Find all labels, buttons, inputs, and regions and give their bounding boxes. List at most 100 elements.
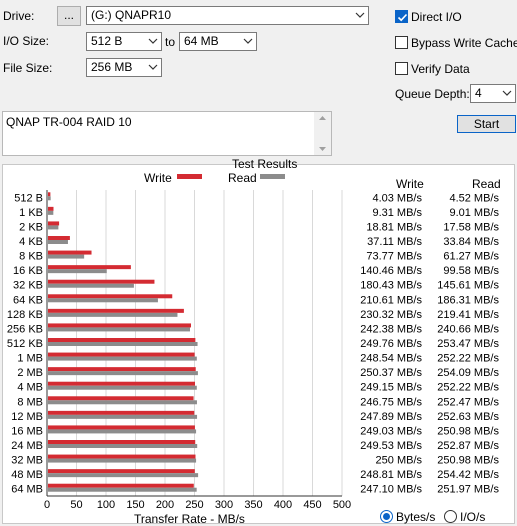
- category-label: 8 MB: [17, 396, 43, 408]
- file-size-label: File Size:: [3, 61, 53, 75]
- read-bar: [48, 283, 134, 288]
- to-label: to: [165, 35, 176, 49]
- io-size-label: I/O Size:: [3, 34, 50, 48]
- write-value: 249.15 MB/s: [360, 382, 422, 394]
- write-bar: [48, 279, 155, 284]
- notes-scrollbar[interactable]: [314, 112, 331, 155]
- read-value: 186.31 MB/s: [437, 294, 499, 306]
- checkmark-icon: [397, 13, 408, 22]
- chevron-down-icon: [243, 38, 253, 44]
- category-label: 16 KB: [13, 265, 43, 277]
- notes-textarea[interactable]: QNAP TR-004 RAID 10: [2, 111, 332, 156]
- read-bar: [48, 298, 158, 303]
- write-value: 73.77 MB/s: [366, 251, 422, 263]
- write-bar: [48, 265, 131, 270]
- read-value: 4.52 MB/s: [449, 192, 499, 204]
- write-value: 210.61 MB/s: [360, 294, 422, 306]
- notes-text: QNAP TR-004 RAID 10: [6, 115, 132, 129]
- read-value: 219.41 MB/s: [437, 309, 499, 321]
- queue-depth-select[interactable]: 4: [470, 84, 516, 103]
- read-bar: [48, 458, 197, 463]
- write-bar: [48, 396, 194, 401]
- start-button[interactable]: Start: [457, 115, 516, 133]
- write-bar: [48, 367, 196, 372]
- category-label: 4 KB: [19, 236, 43, 248]
- category-label: 512 KB: [7, 338, 43, 350]
- legend-read-label: Read: [228, 171, 257, 185]
- units-io-radio[interactable]: [444, 510, 457, 523]
- read-bar: [48, 225, 59, 230]
- file-size-value: 256 MB: [91, 60, 133, 74]
- category-label: 4 MB: [17, 382, 43, 394]
- write-value: 247.10 MB/s: [360, 484, 422, 496]
- read-value: 250.98 MB/s: [437, 425, 499, 437]
- read-value: 252.47 MB/s: [437, 396, 499, 408]
- write-bar: [48, 425, 195, 430]
- x-tick-label: 500: [333, 499, 351, 511]
- write-bar: [48, 236, 70, 240]
- read-value: 253.47 MB/s: [437, 338, 499, 350]
- category-label: 1 KB: [19, 207, 43, 219]
- write-bar: [48, 206, 54, 211]
- read-bar: [48, 356, 197, 361]
- scroll-arrows-icon: [319, 116, 326, 151]
- read-value: 250.98 MB/s: [437, 455, 499, 467]
- write-bar: [48, 323, 192, 328]
- write-bar: [48, 221, 60, 226]
- read-bar: [48, 312, 178, 317]
- write-bar: [48, 338, 196, 342]
- category-label: 24 MB: [11, 440, 43, 452]
- write-bar: [48, 440, 196, 444]
- browse-button[interactable]: ...: [57, 6, 81, 26]
- read-value: 99.58 MB/s: [443, 265, 499, 277]
- write-value: 247.89 MB/s: [360, 411, 422, 423]
- legend-write-swatch: [177, 174, 202, 179]
- queue-depth-value: 4: [475, 86, 482, 100]
- verify-data-checkbox[interactable]: [395, 62, 408, 75]
- read-bar: [48, 400, 197, 405]
- chevron-down-icon: [148, 38, 158, 44]
- category-label: 1 MB: [17, 353, 43, 365]
- category-label: 64 MB: [11, 484, 43, 496]
- category-label: 32 MB: [11, 455, 43, 467]
- io-to-value: 64 MB: [184, 34, 219, 48]
- chevron-down-icon: [502, 90, 512, 96]
- category-label: 128 KB: [7, 309, 43, 321]
- write-bar: [48, 454, 196, 459]
- legend-write-label: Write: [144, 171, 172, 185]
- write-value: 140.46 MB/s: [360, 265, 422, 277]
- file-size-select[interactable]: 256 MB: [86, 58, 162, 77]
- direct-io-checkbox[interactable]: [395, 10, 408, 23]
- write-bar: [48, 410, 195, 415]
- read-value: 240.66 MB/s: [437, 323, 499, 335]
- drive-label: Drive:: [3, 9, 35, 23]
- x-tick-label: 400: [274, 499, 292, 511]
- read-value: 145.61 MB/s: [437, 280, 499, 292]
- write-value: 230.32 MB/s: [360, 309, 422, 321]
- chevron-down-icon: [148, 64, 158, 70]
- write-bar: [48, 250, 92, 255]
- drive-select[interactable]: (G:) QNAPR10: [86, 6, 369, 25]
- x-tick-label: 100: [97, 499, 115, 511]
- write-bar: [48, 192, 51, 197]
- category-label: 12 MB: [11, 411, 43, 423]
- category-label: 512 B: [14, 192, 43, 204]
- write-value: 249.03 MB/s: [360, 425, 422, 437]
- category-label: 16 MB: [11, 425, 43, 437]
- units-bytes-radio[interactable]: [380, 510, 393, 523]
- io-size-to-select[interactable]: 64 MB: [179, 32, 257, 51]
- io-size-from-select[interactable]: 512 B: [86, 32, 162, 51]
- write-value: 18.81 MB/s: [366, 221, 422, 233]
- write-bar: [48, 381, 195, 386]
- read-value: 9.01 MB/s: [449, 207, 499, 219]
- write-value: 248.54 MB/s: [360, 353, 422, 365]
- write-bar: [48, 294, 173, 299]
- write-bar: [48, 469, 195, 474]
- x-tick-label: 200: [156, 499, 174, 511]
- write-value: 249.53 MB/s: [360, 440, 422, 452]
- bypass-write-cache-checkbox[interactable]: [395, 36, 408, 49]
- read-bar: [48, 487, 197, 492]
- write-value: 250.37 MB/s: [360, 367, 422, 379]
- write-bar: [48, 483, 194, 488]
- read-value: 252.87 MB/s: [437, 440, 499, 452]
